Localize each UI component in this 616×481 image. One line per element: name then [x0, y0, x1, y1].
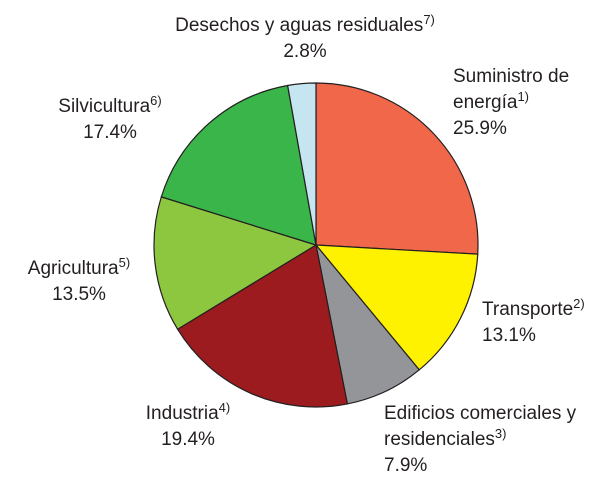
slice-label: Desechos y aguas residuales7) 2.8%: [110, 13, 500, 65]
category-name: Silvicultura: [58, 96, 151, 117]
footnote-mark: 5): [118, 255, 131, 270]
value-label: 13.1%: [482, 325, 536, 346]
slice-label: Suministro de energía1) 25.9%: [453, 64, 603, 142]
slice-label: Edificios comerciales y residenciales3) 7…: [384, 401, 614, 479]
pie-slice: [160, 84, 317, 246]
pie-slice: [286, 82, 317, 246]
slice-label: Agricultura5) 13.5%: [4, 256, 154, 308]
pie-slice: [153, 196, 318, 331]
category-name: Transporte: [482, 299, 574, 320]
footnote-mark: 1): [517, 89, 530, 104]
value-label: 2.8%: [283, 41, 327, 62]
category-name: Suministro de energía: [453, 66, 570, 113]
pie-slice: [176, 244, 349, 408]
category-name: Desechos y aguas residuales: [175, 15, 424, 36]
category-name: Industria: [145, 403, 219, 424]
category-name: Agricultura: [27, 258, 119, 279]
footnote-mark: 2): [573, 296, 585, 311]
value-label: 17.4%: [83, 122, 137, 143]
slice-label: Silvicultura6) 17.4%: [30, 94, 190, 146]
value-label: 13.5%: [52, 284, 106, 305]
footnote-mark: 4): [218, 400, 231, 415]
pie-slice: [315, 82, 479, 255]
slice-label: Industria4) 19.4%: [118, 401, 258, 453]
value-label: 7.9%: [384, 455, 428, 476]
category-name: Edificios comerciales y residenciales: [384, 403, 577, 450]
value-label: 19.4%: [161, 429, 215, 450]
value-label: 25.9%: [453, 118, 507, 139]
slice-label: Transporte2) 13.1%: [482, 297, 616, 349]
pie-slice: [314, 244, 479, 371]
footnote-mark: 3): [494, 426, 507, 441]
footnote-mark: 7): [423, 12, 435, 27]
footnote-mark: 6): [150, 93, 162, 108]
